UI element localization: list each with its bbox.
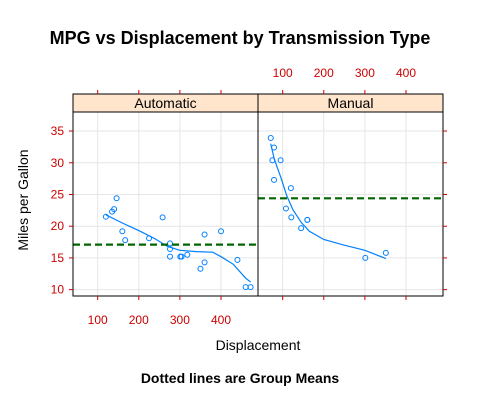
data-point <box>234 256 241 263</box>
x-tick-label: 400 <box>211 313 231 327</box>
strip-label: Automatic <box>134 95 196 111</box>
data-point <box>201 231 208 238</box>
smooth-line <box>270 143 387 260</box>
smooth-line <box>105 214 251 283</box>
y-tick-label: 35 <box>51 124 65 138</box>
y-tick-label: 25 <box>51 187 65 201</box>
x-tick-label: 100 <box>88 313 108 327</box>
y-tick-label: 20 <box>51 219 65 233</box>
data-point <box>298 225 305 232</box>
chart-footnote: Dotted lines are Group Means <box>141 370 340 386</box>
data-point <box>304 216 311 223</box>
data-point <box>122 237 129 244</box>
x-tick-label-top: 400 <box>396 66 416 80</box>
data-point <box>242 284 249 291</box>
panel-border <box>72 111 259 297</box>
x-tick-label: 200 <box>129 313 149 327</box>
x-tick-label-top: 200 <box>314 66 334 80</box>
data-point <box>111 206 118 213</box>
x-axis-label: Displacement <box>216 337 301 353</box>
data-point <box>113 195 120 202</box>
axes: 100 200 300 400 100 200 300 400 10 15 20 25 30 35 <box>51 66 447 327</box>
y-tick-label: 10 <box>51 283 65 297</box>
data-point <box>271 176 278 183</box>
data-point <box>288 214 295 221</box>
data-point <box>382 249 389 256</box>
data-point <box>167 240 174 247</box>
data-point <box>362 254 369 261</box>
panel-automatic: Automatic <box>72 93 259 297</box>
data-point <box>167 253 174 260</box>
x-tick-label-top: 300 <box>355 66 375 80</box>
data-point <box>269 157 276 164</box>
panel-border <box>257 111 444 297</box>
data-point <box>201 259 208 266</box>
data-point <box>267 135 274 142</box>
data-point <box>167 246 174 253</box>
x-tick-label-top: 100 <box>273 66 293 80</box>
data-point <box>197 265 204 272</box>
data-point <box>277 157 284 164</box>
data-point <box>178 253 185 260</box>
data-point <box>119 228 126 235</box>
data-point <box>271 144 278 151</box>
y-tick-label: 30 <box>51 156 65 170</box>
data-point <box>102 213 109 220</box>
data-point <box>287 185 294 192</box>
data-point <box>184 251 191 258</box>
chart-title: MPG vs Displacement by Transmission Type <box>50 28 431 48</box>
y-tick-label: 15 <box>51 251 65 265</box>
panel-manual: Manual <box>257 93 444 297</box>
data-point <box>247 284 254 291</box>
strip-label: Manual <box>328 95 374 111</box>
y-axis-label: Miles per Gallon <box>15 149 31 250</box>
data-point <box>282 205 289 212</box>
data-point <box>218 228 224 235</box>
data-point <box>159 214 166 221</box>
x-tick-label: 300 <box>170 313 190 327</box>
data-point <box>146 235 153 242</box>
